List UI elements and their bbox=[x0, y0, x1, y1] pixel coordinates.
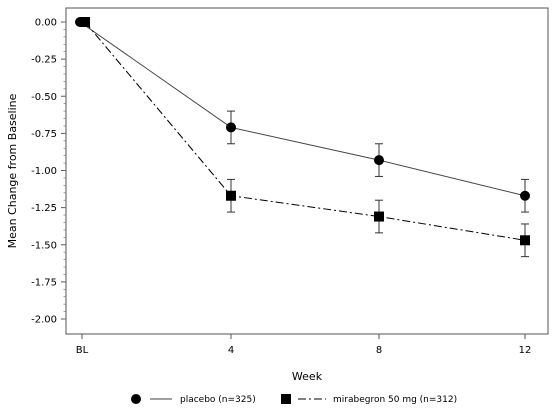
x-tick-label-3: 12 bbox=[519, 345, 532, 356]
y-tick-label-8: -2.00 bbox=[31, 315, 57, 326]
data-point-s0-p1 bbox=[226, 122, 236, 133]
y-axis-title: Mean Change from Baseline bbox=[6, 93, 19, 248]
x-axis-ticks: BL 4 8 12 bbox=[76, 334, 532, 356]
y-tick-label-0: 0.00 bbox=[35, 18, 57, 29]
y-tick-label-7: -1.75 bbox=[31, 277, 57, 288]
data-point-s1-p1 bbox=[226, 190, 236, 201]
y-tick-label-1: -0.25 bbox=[31, 55, 57, 66]
legend-marker-placebo bbox=[131, 394, 141, 404]
legend: placebo (n=325) mirabegron 50 mg (n=312) bbox=[131, 394, 457, 405]
plot-frame bbox=[65, 7, 549, 335]
y-axis-ticks: 0.00 -0.25 -0.50 -0.75 -1.00 -1.25 -1.50 -1.75 -… bbox=[31, 18, 66, 326]
series-layer bbox=[75, 17, 530, 258]
series-line-1 bbox=[84, 21, 526, 241]
y-tick-label-6: -1.50 bbox=[31, 240, 57, 251]
data-point-s1-p2 bbox=[374, 211, 384, 222]
x-tick-label-0: BL bbox=[76, 345, 89, 356]
legend-label-placebo: placebo (n=325) bbox=[180, 395, 256, 405]
data-point-s0-p2 bbox=[374, 155, 384, 166]
data-point-s0-p3 bbox=[520, 190, 530, 201]
legend-label-mirabegron: mirabegron 50 mg (n=312) bbox=[333, 395, 457, 405]
y-tick-label-2: -0.50 bbox=[31, 92, 57, 103]
data-point-s1-p0 bbox=[80, 17, 90, 27]
x-tick-label-2: 8 bbox=[376, 345, 382, 356]
legend-marker-mirabegron bbox=[281, 394, 291, 404]
x-tick-label-1: 4 bbox=[228, 345, 234, 356]
y-tick-label-5: -1.25 bbox=[31, 203, 57, 214]
series-line-0 bbox=[79, 21, 526, 197]
y-tick-label-4: -1.00 bbox=[31, 166, 57, 177]
y-tick-label-3: -0.75 bbox=[31, 129, 57, 140]
data-point-s1-p3 bbox=[520, 235, 530, 246]
x-axis-title: Week bbox=[292, 370, 323, 383]
